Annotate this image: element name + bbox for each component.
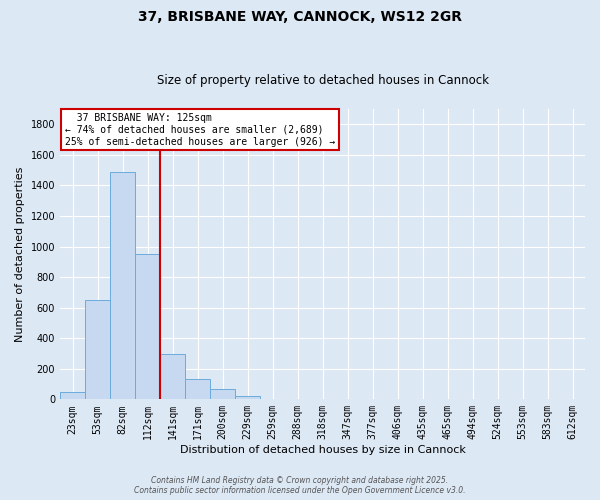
Text: 37 BRISBANE WAY: 125sqm
← 74% of detached houses are smaller (2,689)
25% of semi: 37 BRISBANE WAY: 125sqm ← 74% of detache… bbox=[65, 114, 335, 146]
Bar bbox=[135, 254, 160, 400]
Bar bbox=[160, 354, 185, 400]
Bar bbox=[235, 396, 260, 400]
Bar bbox=[110, 172, 135, 400]
X-axis label: Distribution of detached houses by size in Cannock: Distribution of detached houses by size … bbox=[179, 445, 466, 455]
Title: Size of property relative to detached houses in Cannock: Size of property relative to detached ho… bbox=[157, 74, 488, 87]
Text: 37, BRISBANE WAY, CANNOCK, WS12 2GR: 37, BRISBANE WAY, CANNOCK, WS12 2GR bbox=[138, 10, 462, 24]
Bar bbox=[185, 378, 210, 400]
Y-axis label: Number of detached properties: Number of detached properties bbox=[15, 166, 25, 342]
Bar bbox=[85, 300, 110, 400]
Bar bbox=[60, 392, 85, 400]
Bar bbox=[210, 390, 235, 400]
Text: Contains HM Land Registry data © Crown copyright and database right 2025.
Contai: Contains HM Land Registry data © Crown c… bbox=[134, 476, 466, 495]
Bar bbox=[260, 398, 285, 400]
